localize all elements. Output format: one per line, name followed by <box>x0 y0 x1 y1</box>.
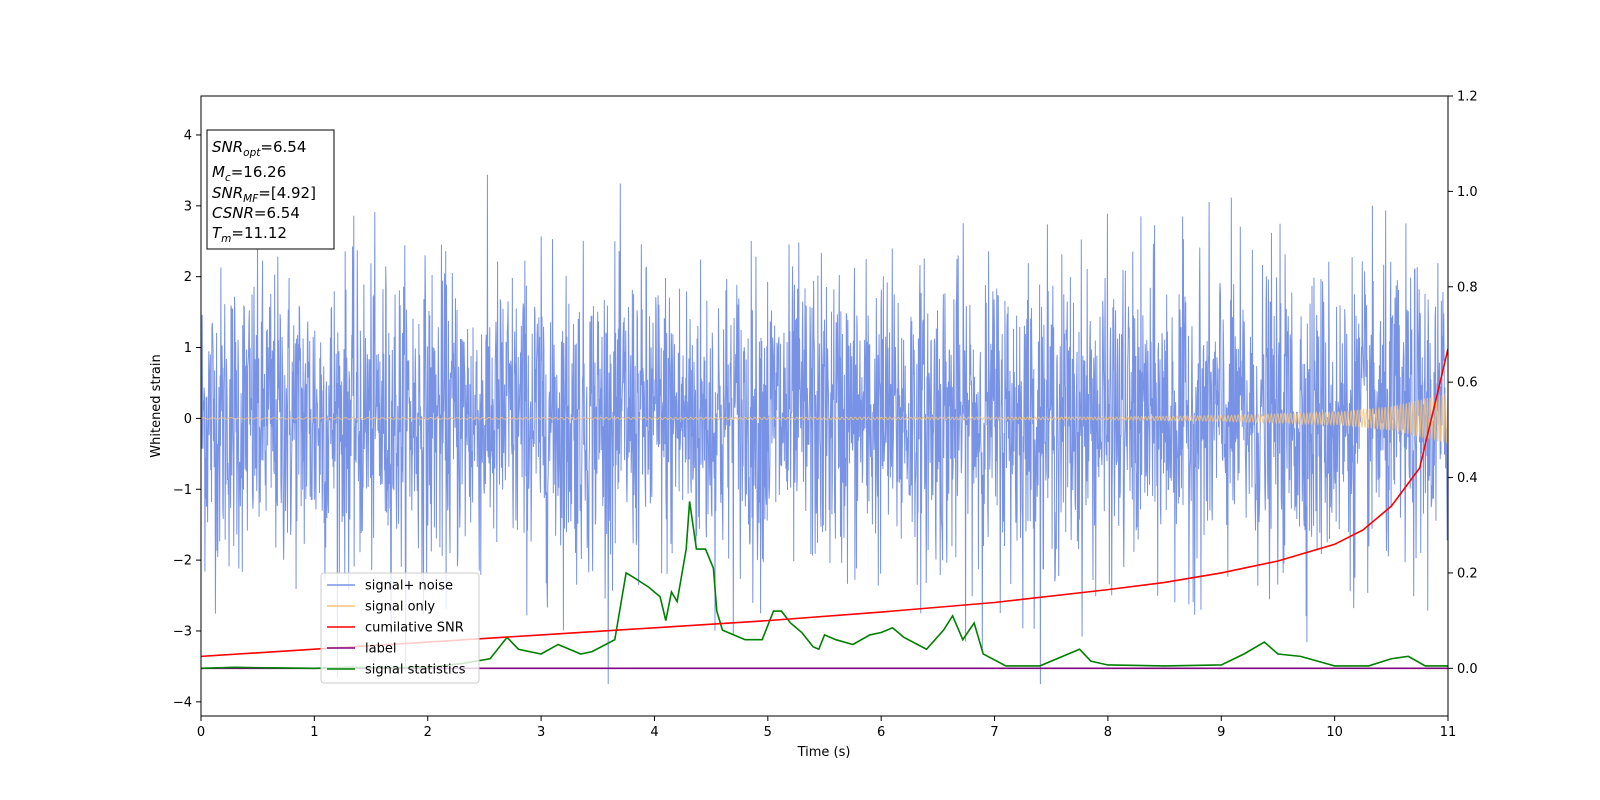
y-left-tick-label: −2 <box>173 554 192 569</box>
y-left-tick-label: 3 <box>184 199 192 214</box>
x-tick-label: 9 <box>1217 725 1225 740</box>
x-axis-label: Time (s) <box>797 745 851 760</box>
x-tick-label: 1 <box>310 725 318 740</box>
x-tick-label: 2 <box>424 725 432 740</box>
y-left-tick-label: −3 <box>173 624 192 639</box>
series-signal-only <box>201 393 1448 444</box>
legend-entry: label <box>365 642 396 657</box>
x-tick-label: 6 <box>877 725 885 740</box>
x-tick-label: 5 <box>764 725 772 740</box>
legend-entry: signal statistics <box>365 663 466 678</box>
y-right-tick-label: 0.0 <box>1457 662 1478 677</box>
annotation-frame <box>206 129 335 250</box>
x-tick-label: 4 <box>650 725 658 740</box>
x-tick-label: 3 <box>537 725 545 740</box>
legend-entry: cumilative SNR <box>365 621 464 636</box>
series-signal-statistics <box>201 501 1448 670</box>
y-right-tick-label: 1.2 <box>1457 90 1478 105</box>
snr-annotation-box: SNRopt=6.54 Mc=16.26SNRMF=[4.92]CSNR=6.54… <box>206 129 335 250</box>
series-cumulative-snr <box>201 348 1448 658</box>
annotation-line: Mc=16.26 <box>212 163 286 184</box>
y-right-tick-label: 0.8 <box>1457 280 1478 295</box>
y-left-tick-label: 2 <box>184 270 192 285</box>
x-tick-label: 8 <box>1104 725 1112 740</box>
y-right-tick-label: 0.2 <box>1457 566 1478 581</box>
x-tick-label: 11 <box>1440 725 1457 740</box>
y-left-tick-label: −1 <box>173 483 192 498</box>
x-tick-label: 10 <box>1326 725 1343 740</box>
x-tick-label: 7 <box>990 725 998 740</box>
y-left-tick-label: 0 <box>184 412 192 427</box>
y-axis-label: Whitened strain <box>149 354 164 457</box>
annotation-line: Tm=11.12 <box>212 224 287 245</box>
legend-entry: signal+ noise <box>365 579 453 594</box>
x-tick-label: 0 <box>197 725 205 740</box>
y-right-tick-label: 1.0 <box>1457 185 1478 200</box>
legend-entry: signal only <box>365 600 435 615</box>
annotation-line: SNRopt=6.54 <box>212 138 306 159</box>
y-left-tick-label: 4 <box>184 128 192 143</box>
y-left-tick-label: 1 <box>184 341 192 356</box>
legend-frame <box>320 572 480 684</box>
legend: signal+ noise signal only cumilative SNR la… <box>320 572 480 684</box>
series-signal-noise <box>201 174 1448 685</box>
annotation-line: CSNR=6.54 <box>212 204 300 222</box>
y-right-tick-label: 0.4 <box>1457 471 1478 486</box>
y-right-tick-label: 0.6 <box>1457 376 1478 391</box>
plot-frame <box>200 95 1449 717</box>
y-left-tick-label: −4 <box>173 695 192 710</box>
annotation-line: SNRMF=[4.92] <box>212 184 316 205</box>
